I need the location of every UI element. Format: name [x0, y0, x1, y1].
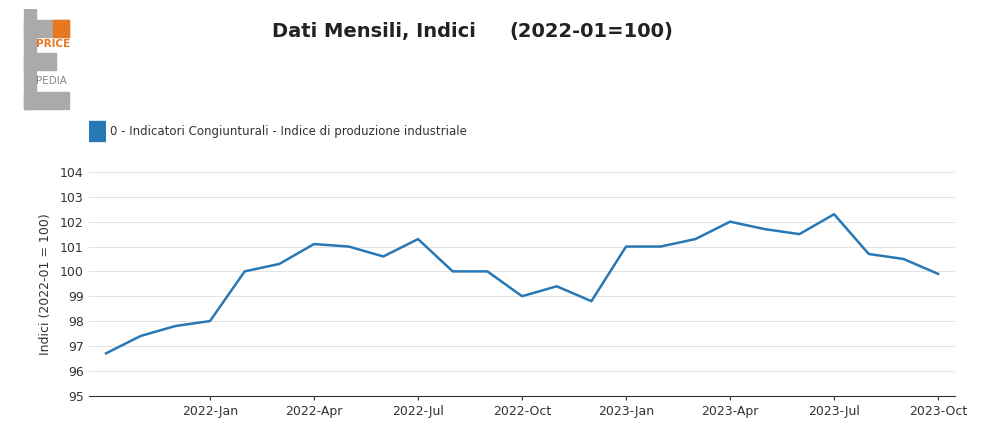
Text: PRICE: PRICE — [36, 40, 71, 49]
Bar — [24, 20, 69, 37]
Y-axis label: Indici (2022-01 = 100): Indici (2022-01 = 100) — [38, 213, 51, 355]
Text: (2022-01=100): (2022-01=100) — [509, 22, 673, 40]
Text: PEDIA: PEDIA — [36, 76, 67, 86]
Bar — [24, 9, 35, 109]
Text: Dati Mensili, Indici: Dati Mensili, Indici — [273, 22, 476, 40]
Text: 0 - Indicatori Congiunturali - Indice di produzione industriale: 0 - Indicatori Congiunturali - Indice di… — [110, 125, 467, 138]
Bar — [24, 92, 69, 109]
Bar — [89, 121, 106, 141]
Bar — [53, 20, 69, 37]
Bar — [24, 53, 56, 70]
